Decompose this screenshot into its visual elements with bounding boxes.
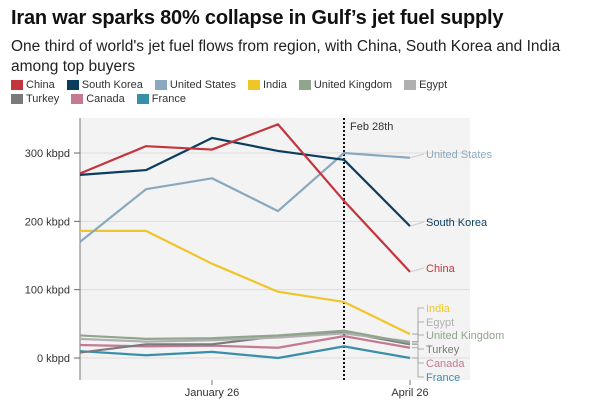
chart-title: Iran war sparks 80% collapse in Gulf’s j… <box>11 7 504 29</box>
legend-label: France <box>151 92 187 105</box>
legend-swatch <box>247 79 260 90</box>
end-label-france: France <box>426 372 460 384</box>
legend-swatch <box>66 79 79 90</box>
legend-label: India <box>262 78 287 91</box>
end-label-egypt: Egypt <box>426 317 454 329</box>
label-leader <box>412 343 424 350</box>
legend-item: France <box>136 92 187 105</box>
end-label-canada: Canada <box>426 358 465 370</box>
legend-swatch <box>11 93 23 104</box>
label-leader <box>409 153 425 159</box>
end-label-china: China <box>426 263 456 275</box>
legend-item: United Kingdom <box>298 78 393 91</box>
annotation-label: Feb 28th <box>350 121 393 133</box>
legend-label: Egypt <box>419 78 448 91</box>
y-tick-label: 200 kbpd <box>25 216 70 228</box>
legend-item: South Korea <box>66 78 143 91</box>
series-line-china <box>79 123 411 273</box>
series-line-france <box>79 345 411 360</box>
legend-swatch <box>136 93 149 104</box>
legend-item: Egypt <box>404 78 447 91</box>
legend-label: United Kingdom <box>313 78 393 91</box>
label-leader <box>412 357 424 378</box>
legend-swatch <box>11 79 23 90</box>
legend-label: China <box>26 78 55 91</box>
legend-item: United States <box>154 78 236 91</box>
legend-swatch <box>154 79 167 90</box>
legend-item: China <box>11 78 55 91</box>
series-line-united-kingdom <box>79 329 411 345</box>
series-line-egypt <box>79 332 411 343</box>
label-leader <box>412 347 424 364</box>
end-label-united-states: United States <box>426 149 493 161</box>
legend-swatch <box>404 79 417 90</box>
legend-item: Turkey <box>11 92 59 105</box>
legend-swatch <box>71 93 84 104</box>
label-leader <box>412 307 424 335</box>
legend-label: Canada <box>86 92 125 105</box>
chart-subtitle: One third of world's jet fuel flows from… <box>11 38 561 75</box>
label-leader <box>409 267 425 273</box>
y-tick-label: 300 kbpd <box>25 148 70 160</box>
label-leader <box>412 321 424 343</box>
legend-item: Canada <box>71 92 125 105</box>
y-tick-label: 0 kbpd <box>37 353 70 365</box>
series-line-south-korea <box>79 136 411 227</box>
x-tick-label: April 26 <box>391 387 428 399</box>
end-label-south-korea: South Korea <box>426 217 488 229</box>
legend-item: India <box>247 78 287 91</box>
legend: China South Korea United States India United… <box>11 78 591 106</box>
end-label-united-kingdom: United Kingdom <box>426 330 504 342</box>
end-label-turkey: Turkey <box>426 344 460 356</box>
series-line-india <box>80 229 411 336</box>
legend-swatch <box>298 79 311 90</box>
x-tick-label: January 26 <box>185 387 239 399</box>
label-leader <box>409 221 425 227</box>
y-tick-label: 100 kbpd <box>25 285 70 297</box>
end-label-india: India <box>426 303 451 315</box>
series-line-united-states <box>79 151 411 243</box>
legend-label: United States <box>169 78 236 91</box>
legend-label: Turkey <box>26 92 60 105</box>
legend-label: South Korea <box>81 78 143 91</box>
